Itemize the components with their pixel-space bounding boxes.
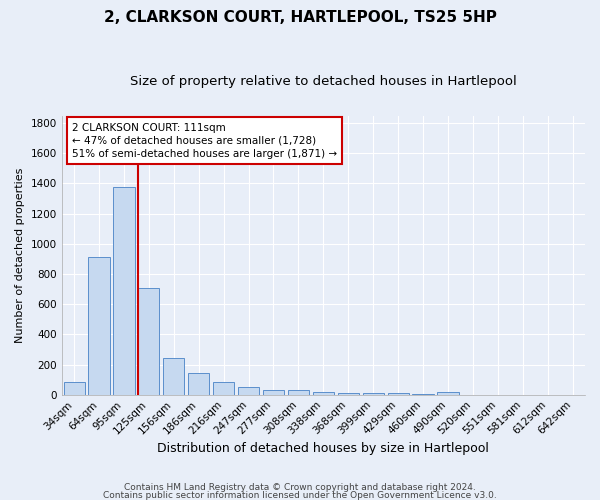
Bar <box>88 258 110 394</box>
Text: Contains HM Land Registry data © Crown copyright and database right 2024.: Contains HM Land Registry data © Crown c… <box>124 484 476 492</box>
Bar <box>338 393 359 394</box>
Bar <box>138 288 160 395</box>
Bar <box>188 373 209 394</box>
X-axis label: Distribution of detached houses by size in Hartlepool: Distribution of detached houses by size … <box>157 442 489 455</box>
Bar <box>437 392 458 394</box>
Bar <box>213 382 234 394</box>
Bar <box>64 382 85 394</box>
Bar <box>362 393 384 394</box>
Text: 2 CLARKSON COURT: 111sqm
← 47% of detached houses are smaller (1,728)
51% of sem: 2 CLARKSON COURT: 111sqm ← 47% of detach… <box>72 122 337 159</box>
Text: Contains public sector information licensed under the Open Government Licence v3: Contains public sector information licen… <box>103 490 497 500</box>
Bar <box>238 387 259 394</box>
Bar <box>313 392 334 394</box>
Bar <box>163 358 184 395</box>
Bar <box>113 187 134 394</box>
Y-axis label: Number of detached properties: Number of detached properties <box>15 168 25 343</box>
Title: Size of property relative to detached houses in Hartlepool: Size of property relative to detached ho… <box>130 75 517 88</box>
Bar <box>263 390 284 394</box>
Bar <box>288 390 309 394</box>
Text: 2, CLARKSON COURT, HARTLEPOOL, TS25 5HP: 2, CLARKSON COURT, HARTLEPOOL, TS25 5HP <box>104 10 496 25</box>
Bar <box>388 393 409 394</box>
